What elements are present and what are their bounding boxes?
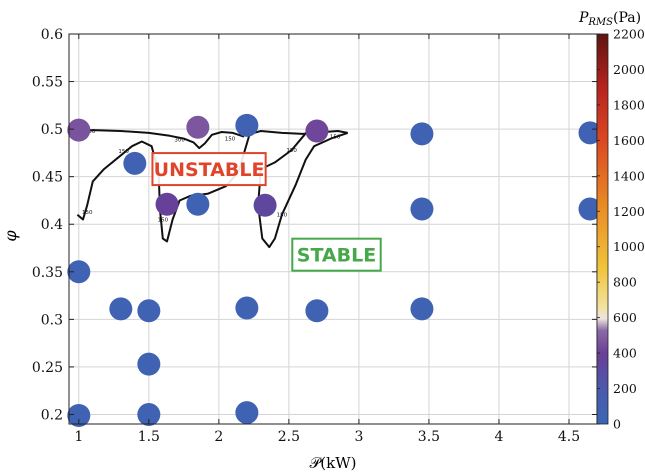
- contour-line-2: [77, 129, 245, 150]
- data-point-18: [235, 113, 259, 137]
- contour-line-0: [76, 130, 348, 243]
- colorbar-tick-label-6: 1200: [613, 204, 645, 219]
- contour-level-label-0: 150: [82, 210, 93, 216]
- y-tick-label-7: 0.55: [32, 75, 63, 91]
- data-point-17: [186, 115, 210, 139]
- colorbar-tick-label-11: 2200: [613, 27, 645, 42]
- data-point-21: [578, 121, 602, 145]
- colorbar-tick-label-3: 600: [613, 310, 637, 325]
- data-point-20: [410, 122, 434, 146]
- colorbar-tick-label-0: 0: [613, 417, 621, 432]
- x-tick-label-5: 3.5: [418, 429, 440, 445]
- colorbar-tick-label-1: 200: [613, 381, 637, 396]
- x-ticks: 1 1.5 2 2.5 3 3.5 4 4.5: [74, 34, 580, 445]
- colorbar-tick-label-7: 1400: [613, 168, 645, 183]
- data-point-5: [137, 299, 161, 323]
- annotation-box-1: [291, 237, 382, 272]
- data-point-11: [186, 192, 210, 216]
- contour-level-label-1: 150: [118, 149, 129, 155]
- data-point-7: [305, 299, 329, 323]
- colorbar-tick-label-2: 400: [613, 346, 637, 361]
- x-axis-label: 𝒫(kW): [309, 454, 356, 472]
- x-tick-label-3: 2.5: [278, 429, 300, 445]
- colorbar-gradient: [596, 33, 609, 425]
- annotation-box-0: [151, 152, 267, 187]
- data-point-2: [235, 401, 259, 425]
- contour-line-1: [257, 124, 349, 249]
- contour-level-label-4: 300: [174, 138, 185, 144]
- colorbar-title-sub: RMS: [587, 17, 613, 28]
- contour-level-label-3: 300: [85, 129, 96, 135]
- contour-level-label-2: 150: [158, 217, 169, 223]
- data-point-3: [137, 352, 161, 376]
- contour-lines: [76, 124, 349, 249]
- x-tick-label-1: 1.5: [138, 429, 160, 445]
- contour-level-label-8: 150: [330, 135, 341, 141]
- y-tick-label-3: 0.35: [32, 265, 63, 281]
- contour-labels: 150 150 150 300 300 150 150 150 150: [82, 129, 341, 223]
- data-point-19: [305, 119, 329, 143]
- x-tick-label-7: 4.5: [558, 429, 580, 445]
- colorbar-tick-label-10: 2000: [613, 62, 645, 77]
- data-point-10: [155, 192, 179, 216]
- colorbar-title-main: P: [578, 10, 589, 26]
- x-tick-label-2: 2: [214, 429, 223, 445]
- data-point-4: [109, 297, 133, 321]
- colorbar-tick-label-4: 800: [613, 275, 637, 290]
- data-point-13: [410, 197, 434, 221]
- contour-level-label-5: 150: [225, 137, 236, 143]
- contour-level-label-6: 150: [277, 213, 288, 219]
- contour-level-label-7: 150: [286, 148, 297, 154]
- data-points: [67, 113, 602, 427]
- data-point-0: [67, 403, 91, 427]
- y-tick-label-4: 0.4: [41, 217, 63, 233]
- data-point-6: [235, 296, 259, 320]
- y-axis-label: φ: [1, 230, 20, 242]
- colorbar-tick-label-8: 1600: [613, 133, 645, 148]
- y-tick-label-6: 0.5: [41, 122, 63, 138]
- data-point-16: [67, 118, 91, 142]
- colorbar: 0 200 400 600 800 1000 1200 1400 1600 1800 2000 220…: [578, 10, 645, 432]
- annotation-label-0: UNSTABLE: [154, 159, 265, 181]
- colorbar-tick-label-9: 1800: [613, 97, 645, 112]
- y-tick-label-8: 0.6: [41, 27, 63, 43]
- y-tick-label-2: 0.3: [41, 312, 63, 328]
- colorbar-title: PRMS(Pa): [578, 10, 641, 28]
- annotation-label-1: STABLE: [297, 245, 376, 267]
- data-point-8: [410, 297, 434, 321]
- y-tick-label-5: 0.45: [32, 170, 63, 186]
- colorbar-tick-label-5: 1000: [613, 239, 645, 254]
- y-ticks: 0.2 0.25 0.3 0.35 0.4 0.45 0.5 0.55 0.6: [32, 27, 597, 423]
- data-point-15: [123, 151, 147, 175]
- y-tick-label-1: 0.25: [32, 360, 63, 376]
- colorbar-title-unit: (Pa): [613, 10, 641, 26]
- data-point-14: [578, 197, 602, 221]
- colorbar-ticks: 0 200 400 600 800 1000 1200 1400 1600 1800 2000 220…: [597, 27, 645, 432]
- data-point-9: [67, 260, 91, 284]
- annotations: UNSTABLE STABLE: [151, 152, 382, 272]
- x-tick-label-4: 3: [354, 429, 363, 445]
- data-point-12: [253, 193, 277, 217]
- x-tick-label-0: 1: [74, 429, 83, 445]
- x-tick-label-6: 4: [495, 429, 504, 445]
- y-tick-label-0: 0.2: [41, 407, 63, 423]
- data-point-1: [137, 402, 161, 426]
